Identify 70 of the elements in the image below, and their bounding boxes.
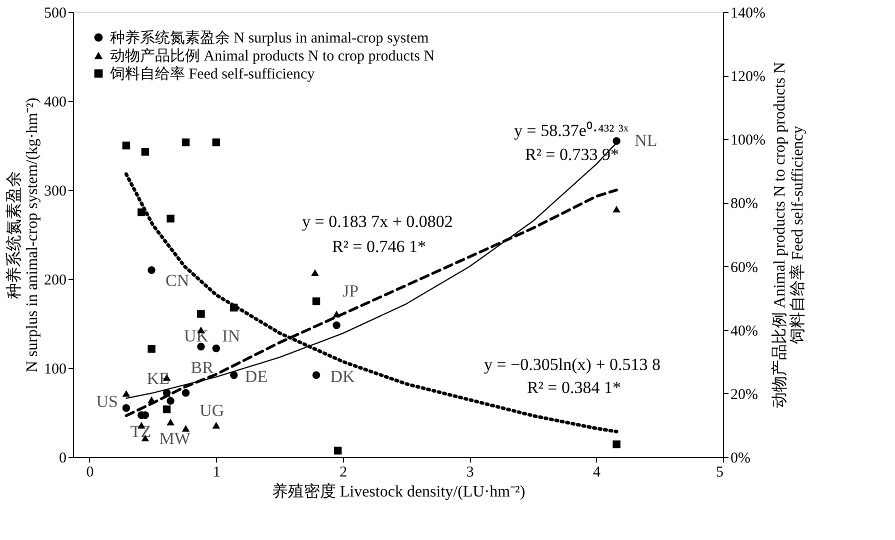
x-tick-label: 5 <box>716 464 724 480</box>
annotation: NL <box>634 131 658 150</box>
point <box>122 390 130 397</box>
point <box>197 342 205 351</box>
point <box>212 138 220 146</box>
x-tick-label: 3 <box>466 464 474 480</box>
point <box>230 371 238 379</box>
annotation: KE <box>146 368 170 388</box>
point <box>166 418 174 426</box>
point <box>334 446 342 455</box>
point <box>212 344 220 352</box>
y2-tick-label: 80% <box>730 196 758 212</box>
point <box>212 422 220 429</box>
annotation: y = −0.305ln(x) + 0.513 8 <box>484 355 661 374</box>
annotation: R² = 0.384 1* <box>527 378 622 397</box>
y2-tick-label: 120% <box>730 69 766 86</box>
annotation: IN <box>222 326 240 346</box>
y2-tick-label: 100% <box>730 132 766 149</box>
y2-axis-title: 动物产品比例 Animal products N to crop products N 饲料自给率 Feed self-sufficiency <box>770 61 806 408</box>
annotation: R² = 0.746 1* <box>332 237 426 256</box>
y-axis-title: 种养系统氮素盈余 N surplus in animal-crop system/(kg·hm⁻²) <box>5 98 41 372</box>
x-tick-label: 1 <box>212 464 220 480</box>
point <box>197 310 205 318</box>
y-tick-label: 200 <box>44 272 66 288</box>
point <box>312 371 320 379</box>
y2-tick-label: 0% <box>730 450 750 466</box>
y-tick-label: 0 <box>59 450 66 466</box>
point <box>122 404 130 412</box>
x-axis-title: 养殖密度 Livestock density/(LU·hm⁻²) <box>272 482 526 500</box>
x-tick-label: 0 <box>86 464 94 480</box>
y2-tick-label: 40% <box>730 323 758 340</box>
point <box>182 425 190 432</box>
point <box>312 297 320 306</box>
y2-tick-label: 60% <box>730 260 758 276</box>
annotation: BR <box>190 358 214 377</box>
point <box>332 321 340 330</box>
point <box>166 214 174 222</box>
annotation: CN <box>166 271 190 290</box>
annotation: MW <box>159 429 192 448</box>
annotation: UG <box>200 400 224 420</box>
point <box>166 397 174 405</box>
annotation: DE <box>244 367 268 386</box>
y2-tick-label: 20% <box>730 386 758 403</box>
y-tick-label: 400 <box>44 94 66 110</box>
point <box>122 142 130 150</box>
x-tick-label: 4 <box>593 464 602 480</box>
point <box>148 345 156 353</box>
legend-label: 种养系统氮素盈余 N surplus in animal-crop system <box>110 30 430 46</box>
legend-label: 饲料自给率 Feed self-sufficiency <box>109 66 316 82</box>
point <box>141 148 150 156</box>
annotation: y = 58.37e⁰·⁴³² ³ˣ <box>514 121 629 140</box>
y2-tick-label: 140% <box>730 6 766 22</box>
x-tick-label: 2 <box>340 464 348 480</box>
annotation: US <box>96 392 118 412</box>
annotation: DK <box>330 367 356 386</box>
annotation: R² = 0.733 9* <box>525 145 620 164</box>
point <box>182 389 190 397</box>
point <box>162 405 171 414</box>
annotation: JP <box>342 281 359 300</box>
annotation: y = 0.183 7x + 0.0802 <box>302 212 453 231</box>
point <box>148 266 156 274</box>
point <box>612 137 620 145</box>
legend-label: 动物产品比例 Animal products N to crop products N <box>110 48 435 64</box>
point <box>182 138 190 146</box>
y-tick-label: 100 <box>44 362 66 378</box>
y-tick-label: 300 <box>44 184 66 200</box>
point <box>612 440 620 448</box>
point <box>612 206 620 212</box>
point <box>311 269 319 276</box>
y-tick-label: 500 <box>44 6 66 22</box>
